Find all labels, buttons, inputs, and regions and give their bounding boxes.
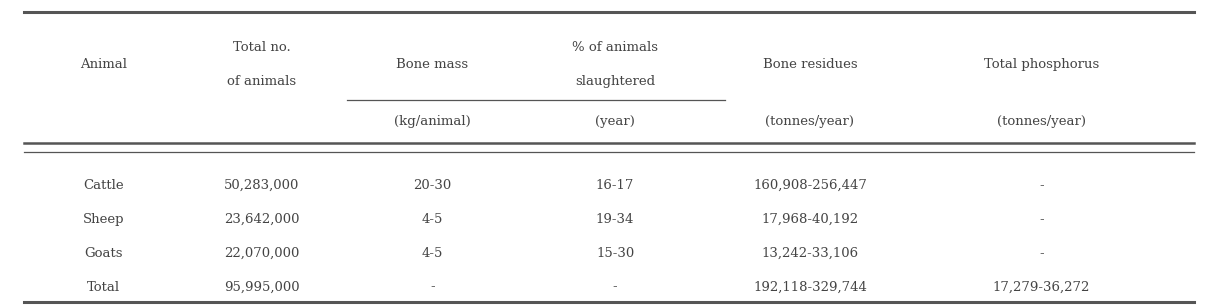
Text: (tonnes/year): (tonnes/year) — [996, 115, 1086, 128]
Text: Goats: Goats — [84, 247, 123, 260]
Text: -: - — [1039, 179, 1044, 192]
Text: 15-30: 15-30 — [596, 247, 635, 260]
Text: 50,283,000: 50,283,000 — [224, 179, 300, 192]
Text: 4-5: 4-5 — [421, 247, 443, 260]
Text: -: - — [1039, 247, 1044, 260]
Text: slaughtered: slaughtered — [575, 75, 655, 88]
Text: 17,968-40,192: 17,968-40,192 — [761, 213, 859, 226]
Text: 22,070,000: 22,070,000 — [224, 247, 300, 260]
Text: 16-17: 16-17 — [596, 179, 635, 192]
Text: 17,279-36,272: 17,279-36,272 — [993, 281, 1090, 293]
Text: Animal: Animal — [80, 58, 127, 71]
Text: (year): (year) — [596, 115, 635, 128]
Text: Sheep: Sheep — [83, 213, 124, 226]
Text: 95,995,000: 95,995,000 — [224, 281, 300, 293]
Text: 19-34: 19-34 — [596, 213, 635, 226]
Text: (tonnes/year): (tonnes/year) — [765, 115, 855, 128]
Text: Cattle: Cattle — [83, 179, 124, 192]
Text: % of animals: % of animals — [572, 41, 658, 54]
Text: Bone residues: Bone residues — [762, 58, 857, 71]
Text: 13,242-33,106: 13,242-33,106 — [761, 247, 859, 260]
Text: 23,642,000: 23,642,000 — [224, 213, 300, 226]
Text: 192,118-329,744: 192,118-329,744 — [753, 281, 867, 293]
Text: of animals: of animals — [228, 75, 296, 88]
Text: Total: Total — [86, 281, 121, 293]
Text: 4-5: 4-5 — [421, 213, 443, 226]
Text: 160,908-256,447: 160,908-256,447 — [753, 179, 867, 192]
Text: (kg/animal): (kg/animal) — [393, 115, 471, 128]
Text: Bone mass: Bone mass — [396, 58, 469, 71]
Text: Total no.: Total no. — [233, 41, 291, 54]
Text: -: - — [430, 281, 435, 293]
Text: -: - — [613, 281, 618, 293]
Text: -: - — [1039, 213, 1044, 226]
Text: 20-30: 20-30 — [413, 179, 452, 192]
Text: Total phosphorus: Total phosphorus — [984, 58, 1099, 71]
